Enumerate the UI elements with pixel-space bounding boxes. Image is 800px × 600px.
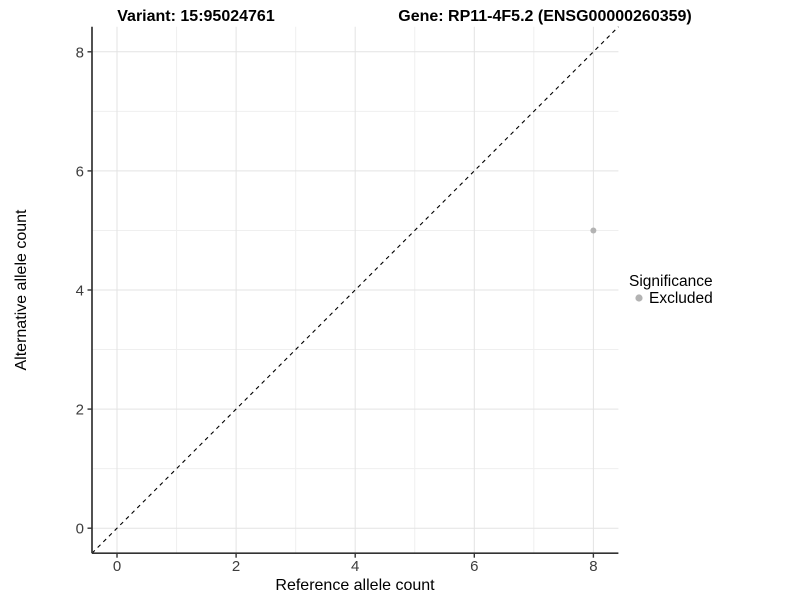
data-point [590, 227, 597, 234]
x-tick-label: 2 [232, 558, 240, 575]
y-tick-label: 8 [76, 44, 84, 61]
x-tick-label: 0 [113, 558, 121, 575]
tick-labels: 0 2 4 6 8 0 2 4 6 8 [76, 44, 598, 575]
y-tick-label: 6 [76, 163, 84, 180]
legend-title: Significance [629, 273, 713, 290]
data-points [590, 227, 597, 234]
x-tick-label: 6 [470, 558, 478, 575]
legend-item-label: Excluded [649, 290, 713, 307]
y-tick-label: 4 [76, 283, 84, 300]
legend-key-dot [635, 294, 643, 302]
plot-title-variant: Variant: 15:95024761 [117, 8, 275, 25]
plot-title-gene: Gene: RP11-4F5.2 (ENSG00000260359) [398, 8, 692, 25]
y-tick-label: 0 [76, 521, 84, 538]
tick-marks [87, 51, 595, 558]
x-axis-label: Reference allele count [275, 577, 435, 594]
legend: Significance Excluded [629, 273, 713, 307]
y-tick-label: 2 [76, 402, 84, 419]
x-tick-label: 8 [589, 558, 597, 575]
major-gridlines [92, 26, 619, 554]
y-axis-label: Alternative allele count [13, 209, 30, 371]
x-tick-label: 4 [351, 558, 359, 575]
